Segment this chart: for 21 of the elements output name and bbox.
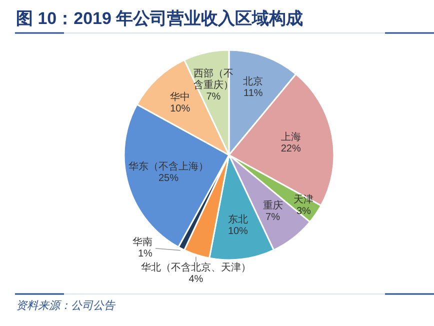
data-label: 10%: [228, 226, 248, 238]
chart-title: 图 10：2019 年公司营业收入区域构成: [16, 9, 304, 28]
slice-label: 西部（不含重庆）: [193, 67, 234, 91]
data-label: 7%: [266, 212, 280, 223]
data-label: 1%: [138, 248, 153, 260]
text: 资料来源：公司公告: [16, 299, 116, 312]
slice-label: 重庆: [262, 199, 283, 212]
data-label: 22%: [280, 144, 301, 155]
data-label: 10%: [170, 103, 190, 114]
data-label: 3%: [296, 206, 312, 218]
slice-label: 东北: [228, 214, 248, 226]
slice-label: 上海: [280, 131, 301, 144]
slice-label: 北京: [243, 76, 264, 88]
data-label: 4%: [188, 274, 204, 286]
slice-label: 华东（不含上海）: [128, 160, 208, 172]
slice-label: 华南: [132, 236, 152, 248]
slice-label: 华北（不含北京、天津）: [140, 262, 251, 274]
data-label: 7%: [206, 91, 221, 102]
slice-label: 华中: [170, 90, 190, 103]
data-label: 25%: [158, 172, 179, 184]
data-label: 11%: [244, 88, 263, 100]
